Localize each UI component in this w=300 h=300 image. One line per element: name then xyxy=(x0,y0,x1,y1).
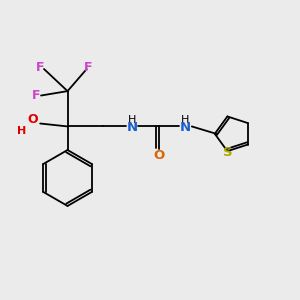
Text: O: O xyxy=(153,148,164,161)
Text: H: H xyxy=(128,115,136,125)
Text: F: F xyxy=(36,61,45,74)
Text: F: F xyxy=(32,89,40,102)
Text: H: H xyxy=(17,126,26,136)
Text: O: O xyxy=(27,113,38,127)
Text: N: N xyxy=(127,122,138,134)
Text: F: F xyxy=(84,61,92,74)
Text: N: N xyxy=(180,122,191,134)
Text: H: H xyxy=(181,115,190,125)
Text: S: S xyxy=(223,146,232,159)
